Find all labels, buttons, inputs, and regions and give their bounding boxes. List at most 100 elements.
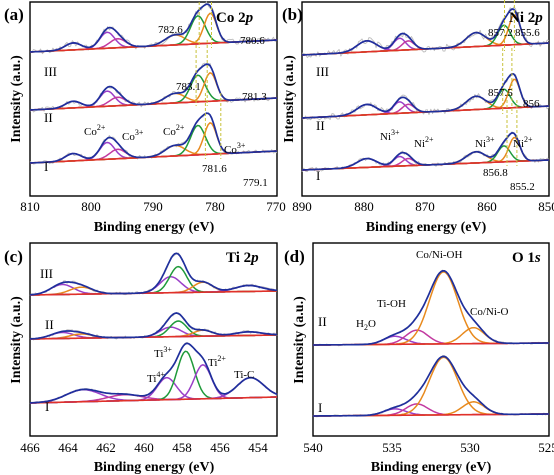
panel-c-peak-ti3: Ti3+ bbox=[154, 345, 172, 360]
panel-b-frame bbox=[301, 1, 550, 197]
panel-b-title: Ni 2p bbox=[509, 10, 543, 26]
panel-b-ylabel: Intensity (a.u.) bbox=[282, 55, 297, 143]
panel-d-peak-tioh: Ti-OH bbox=[377, 298, 406, 310]
panel-a-plot bbox=[29, 0, 278, 165]
panel-c-sample-ii: II bbox=[45, 317, 54, 332]
panel-a-frame bbox=[29, 1, 278, 197]
panel-d-ii-envelope-series bbox=[313, 269, 549, 346]
panel-a-ann-781.3: 781.3 bbox=[242, 91, 267, 103]
panel-d-letter: (d) bbox=[284, 247, 305, 266]
panel-c-sample-iii: III bbox=[40, 266, 53, 281]
panel-d-ii-component-2 bbox=[313, 271, 549, 346]
panel-b-peak-ni3-2: Ni3+ bbox=[475, 135, 495, 150]
panel-c-iii-background-series bbox=[30, 290, 277, 296]
panel-c-xtick-460: 460 bbox=[134, 440, 154, 455]
panel-b-sample-i: I bbox=[316, 168, 320, 183]
panel-b-ii-envelope-series bbox=[301, 72, 550, 119]
panel-c-frame bbox=[29, 242, 278, 437]
panel-b-i-envelope-series bbox=[301, 132, 550, 171]
panel-d-peak-coniOH: Co/Ni-OH bbox=[416, 249, 463, 261]
panel-d-title: O 1s bbox=[512, 250, 541, 266]
panel-b-xtick-850: 850 bbox=[538, 199, 554, 214]
panel-b-ann-855.6: 855.6 bbox=[515, 27, 540, 39]
panel-a-sample-i: I bbox=[44, 159, 48, 174]
panel-d-ii-raw-series bbox=[312, 269, 550, 347]
panel-a-xtick-780: 780 bbox=[205, 199, 225, 214]
panel-a-title: Co 2p bbox=[216, 10, 254, 26]
panel-a-xtick-770: 770 bbox=[266, 199, 286, 214]
panel-c-i-envelope-series bbox=[29, 342, 278, 404]
panel-c-sample-i: I bbox=[45, 399, 49, 414]
panel-a-xtick-790: 790 bbox=[143, 199, 163, 214]
panel-b-plot bbox=[301, 0, 550, 173]
panel-d-plot bbox=[312, 269, 550, 418]
panel-d-xtick-540: 540 bbox=[303, 440, 323, 455]
panel-c-peak-ti4: Ti4+ bbox=[147, 370, 165, 385]
panel-a-iii-envelope-series bbox=[29, 3, 278, 53]
panel-b-peak-ni2-1: Ni2+ bbox=[414, 135, 434, 150]
panel-b-ann-857.5: 857.5 bbox=[488, 87, 513, 99]
panel-c-peak-tic: Ti-C bbox=[234, 369, 254, 381]
panel-c-ii-envelope-series bbox=[29, 312, 277, 340]
panel-d-sample-i: I bbox=[318, 400, 322, 415]
panel-a-ann-782.6: 782.6 bbox=[158, 24, 183, 36]
panel-a: (a) Co 2p III II I 782.6 780.6 783.1 781… bbox=[4, 0, 286, 235]
panel-c-ii-background-series bbox=[30, 334, 277, 340]
panel-d-peak-h2o: H2O bbox=[356, 318, 376, 332]
panel-c-letter: (c) bbox=[4, 247, 23, 266]
panel-c-plot bbox=[29, 252, 278, 405]
panel-a-ann-780.6: 780.6 bbox=[240, 35, 265, 47]
panel-b-xtick-860: 860 bbox=[477, 199, 497, 214]
panel-b: (b) Ni 2p III II I 857.2 855.6 857.5 856… bbox=[282, 0, 554, 235]
panel-b-xlabel: Binding energy (eV) bbox=[366, 220, 487, 235]
panel-c-xlabel: Binding energy (eV) bbox=[94, 460, 215, 475]
panel-a-letter: (a) bbox=[4, 5, 24, 24]
panel-a-ann-783.1: 783.1 bbox=[176, 81, 201, 93]
panel-b-xtick-890: 890 bbox=[292, 199, 312, 214]
panel-d-ylabel: Intensity (a.u.) bbox=[292, 296, 307, 384]
panel-a-xtick-800: 800 bbox=[81, 199, 101, 214]
panel-c-iii-envelope-series bbox=[29, 252, 278, 296]
panel-c-ylabel: Intensity (a.u.) bbox=[9, 296, 24, 384]
panel-d-xlabel: Binding energy (eV) bbox=[371, 460, 492, 475]
panel-d-xtick-535: 535 bbox=[382, 440, 402, 455]
panel-c-xtick-454: 454 bbox=[248, 440, 268, 455]
panel-c-title: Ti 2p bbox=[226, 250, 259, 266]
panel-a-ylabel: Intensity (a.u.) bbox=[9, 55, 24, 143]
panel-b-ann-857.2: 857.2 bbox=[488, 27, 513, 39]
panel-d-sample-ii: II bbox=[318, 314, 327, 329]
panel-a-peak-co3-2: Co3+ bbox=[224, 141, 246, 156]
panel-a-sample-ii: II bbox=[44, 110, 53, 125]
panel-d-i-component-2 bbox=[313, 356, 549, 417]
panel-b-letter: (b) bbox=[282, 5, 303, 24]
panel-a-peak-co2-2: Co2+ bbox=[163, 123, 185, 138]
panel-d-frame bbox=[312, 242, 550, 437]
panel-d-peak-coniO: Co/Ni-O bbox=[470, 306, 509, 318]
panel-a-xtick-810: 810 bbox=[20, 199, 40, 214]
panel-b-peak-ni2-2: Ni2+ bbox=[513, 135, 533, 150]
panel-d-ii-component-3 bbox=[313, 326, 549, 346]
panel-a-xlabel: Binding energy (eV) bbox=[94, 220, 215, 235]
panel-c-xtick-458: 458 bbox=[172, 440, 192, 455]
panel-c-xtick-466: 466 bbox=[20, 440, 40, 455]
panel-b-ann-856.8: 856.8 bbox=[483, 167, 508, 179]
panel-b-xtick-880: 880 bbox=[354, 199, 374, 214]
panel-a-i-envelope-series bbox=[29, 112, 278, 164]
panel-b-peak-ni3-1: Ni3+ bbox=[380, 128, 400, 143]
panel-b-i-component-4 bbox=[301, 145, 550, 171]
panel-b-xtick-870: 870 bbox=[415, 199, 435, 214]
panel-c: (c) Ti 2p III II I Ti4+ Ti3+ Ti2+ Ti-C 4… bbox=[4, 242, 278, 475]
panel-b-iii-envelope-series bbox=[301, 8, 550, 56]
panel-d-xtick-530: 530 bbox=[460, 440, 480, 455]
panel-c-xtick-464: 464 bbox=[58, 440, 78, 455]
panel-a-peak-co2-1: Co2+ bbox=[84, 123, 106, 138]
panel-a-ii-envelope-series bbox=[29, 63, 278, 111]
panel-c-i-background-series bbox=[30, 396, 277, 404]
panel-c-xtick-456: 456 bbox=[210, 440, 230, 455]
panel-d-i-raw-series bbox=[312, 355, 550, 418]
panel-b-sample-iii: III bbox=[316, 64, 329, 79]
panel-a-ann-781.6: 781.6 bbox=[202, 163, 227, 175]
panel-a-ann-779.1: 779.1 bbox=[243, 177, 268, 189]
panel-d-i-envelope-series bbox=[313, 355, 549, 417]
